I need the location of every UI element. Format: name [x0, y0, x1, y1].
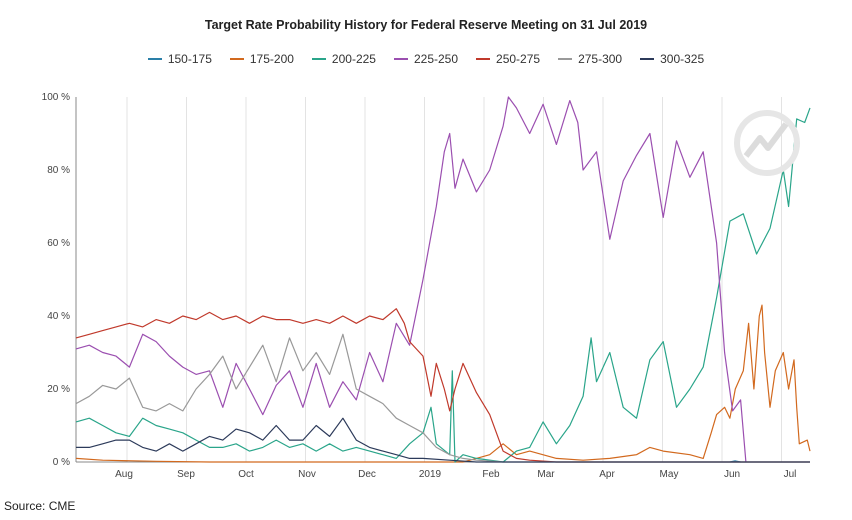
legend-item-225-250[interactable]: 225-250 — [393, 52, 459, 66]
legend-label: 175-200 — [249, 52, 294, 66]
legend-item-175-200[interactable]: 175-200 — [229, 52, 294, 66]
x-tick-label: May — [660, 469, 679, 480]
legend-swatch — [640, 58, 655, 60]
watermark-logo-icon — [734, 110, 800, 176]
legend-swatch — [393, 58, 408, 60]
legend-label: 225-250 — [413, 52, 459, 66]
legend-item-250-275[interactable]: 250-275 — [476, 52, 540, 66]
series-line-175-200[interactable] — [75, 304, 811, 463]
x-tick-label: Sep — [177, 469, 195, 480]
y-tick-label: 20 % — [47, 384, 70, 395]
x-tick-label: Apr — [599, 469, 615, 480]
legend-label: 200-225 — [331, 52, 376, 66]
series-line-225-250[interactable] — [75, 96, 747, 463]
y-tick-label: 0 % — [53, 457, 70, 468]
y-tick-label: 80 % — [47, 165, 70, 176]
legend-swatch — [229, 58, 244, 60]
legend-label: 300-325 — [660, 52, 705, 66]
x-tick-label: Jun — [724, 469, 740, 480]
y-tick-label: 40 % — [47, 311, 70, 322]
series-line-200-225[interactable] — [75, 107, 811, 463]
chart-legend: 150-175 175-200 200-225 225-250 250-275 275-3… — [0, 52, 852, 66]
x-tick-label: Oct — [238, 469, 254, 480]
legend-label: 150-175 — [167, 52, 212, 66]
x-tick-label: 2019 — [419, 469, 442, 480]
grid-lines — [126, 97, 782, 462]
plot-area: Aug Sep Oct Nov Dec 2019 Feb Mar Apr May Jun Jul 0 %… — [42, 92, 811, 480]
legend-swatch — [558, 58, 573, 60]
source-label: Source: CME — [4, 499, 76, 513]
x-tick-label: Aug — [115, 469, 133, 480]
x-tick-label: Mar — [537, 469, 555, 480]
legend-item-150-175[interactable]: 150-175 — [147, 52, 212, 66]
series-line-250-275[interactable] — [75, 308, 810, 463]
y-tick-label: 100 % — [42, 92, 70, 103]
legend-swatch — [476, 58, 491, 60]
x-tick-label: Dec — [358, 469, 376, 480]
legend-item-200-225[interactable]: 200-225 — [311, 52, 376, 66]
x-tick-label: Jul — [784, 469, 797, 480]
legend-item-275-300[interactable]: 275-300 — [558, 52, 622, 66]
legend-label: 275-300 — [578, 52, 623, 66]
x-tick-label: Feb — [482, 469, 500, 480]
legend-swatch — [311, 58, 326, 60]
series-lines — [75, 96, 811, 463]
y-tick-label: 60 % — [47, 238, 70, 249]
legend-label: 250-275 — [496, 52, 541, 66]
legend-item-300-325[interactable]: 300-325 — [640, 52, 704, 66]
x-tick-label: Nov — [298, 469, 316, 480]
series-line-300-325[interactable] — [76, 417, 810, 463]
series-line-275-300[interactable] — [75, 333, 810, 463]
legend-swatch — [147, 58, 162, 60]
chart-title: Target Rate Probability History for Fede… — [204, 18, 648, 32]
tick-labels: Aug Sep Oct Nov Dec 2019 Feb Mar Apr May Jun Jul 0 %… — [42, 92, 797, 480]
